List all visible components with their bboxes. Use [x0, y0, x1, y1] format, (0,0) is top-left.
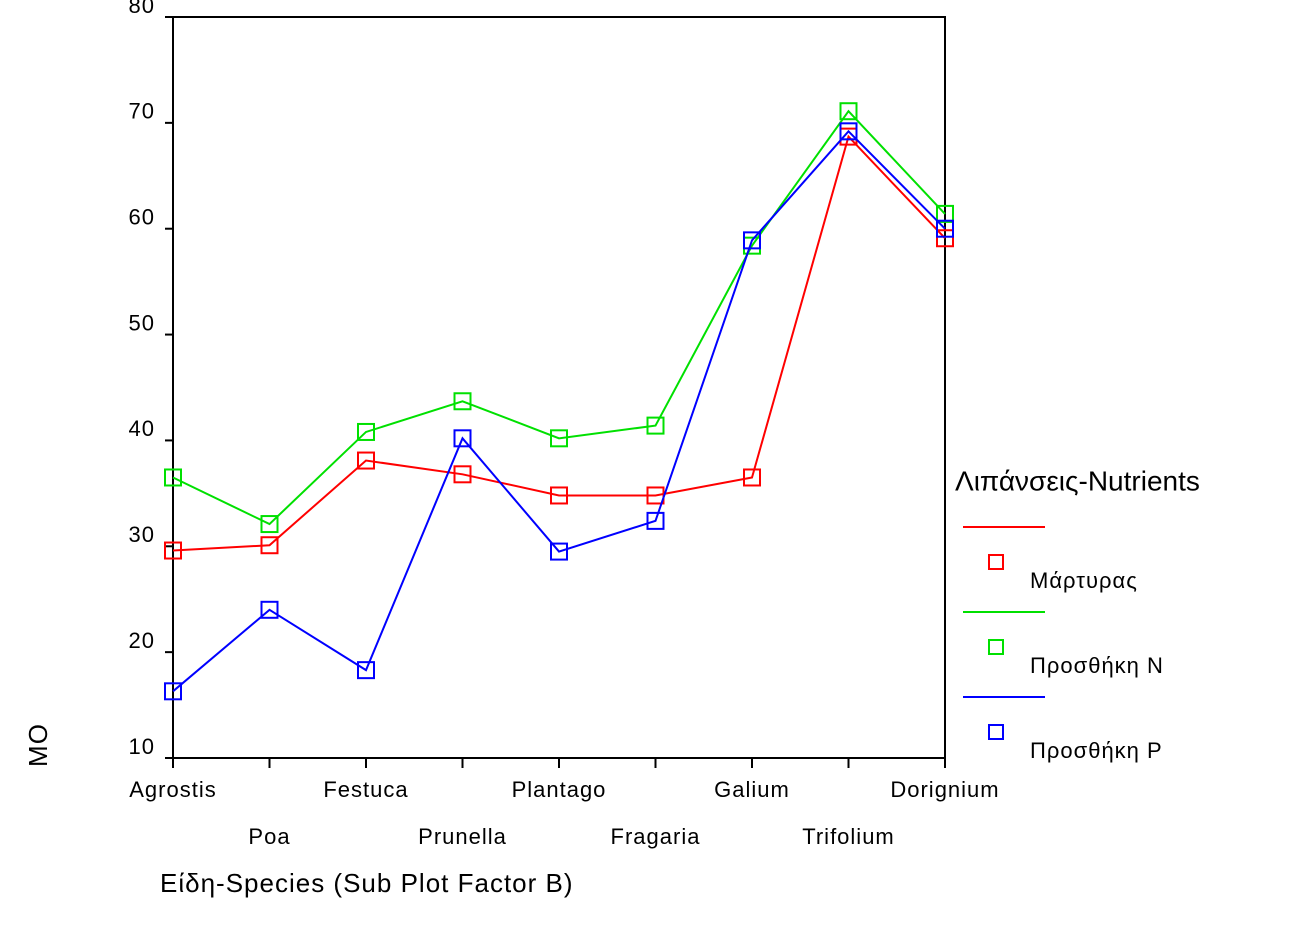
point-marker — [357, 451, 375, 470]
x-tick-label: Galium — [714, 777, 790, 802]
point-marker — [550, 542, 568, 561]
point-marker — [357, 422, 375, 441]
point-marker — [743, 468, 761, 487]
plot-frame — [172, 16, 946, 759]
point-marker — [260, 536, 279, 555]
y-tick-label: 50 — [129, 310, 155, 335]
point-marker — [550, 429, 568, 448]
series-line — [172, 109, 946, 526]
point-marker — [936, 229, 954, 248]
y-tick-label: 40 — [129, 416, 155, 441]
legend-marker — [988, 724, 1004, 740]
x-tick-label: Fragaria — [611, 824, 701, 849]
x-tick-label: Agrostis — [129, 777, 216, 802]
point-marker — [646, 511, 665, 530]
y-axis-label: MO — [23, 723, 53, 767]
x-tick-label: Plantago — [512, 777, 607, 802]
point-marker — [164, 541, 182, 560]
point-marker — [164, 682, 182, 701]
legend-marker — [988, 554, 1004, 570]
point-marker — [743, 231, 761, 250]
legend-label: Προσθήκη N — [1030, 653, 1164, 678]
y-tick-label: 60 — [129, 205, 155, 230]
x-axis-label: Είδη-Species (Sub Plot Factor B) — [160, 868, 574, 898]
x-tick-label: Trifolium — [802, 824, 895, 849]
legend-label: Προσθήκη P — [1030, 738, 1163, 763]
point-marker — [646, 416, 665, 435]
legend-label: Μάρτυρας — [1030, 568, 1138, 593]
point-marker — [260, 600, 279, 619]
point-marker — [839, 122, 858, 141]
point-marker — [453, 429, 472, 448]
point-marker — [550, 486, 568, 505]
series-line — [172, 134, 946, 552]
x-tick-label: Poa — [248, 824, 290, 849]
y-tick-label: 20 — [129, 628, 155, 653]
legend-title: Λιπάνσεις-Nutrients — [955, 465, 1200, 496]
x-tick-label: Festuca — [323, 777, 408, 802]
point-marker — [936, 219, 954, 238]
y-tick-label: 10 — [129, 734, 155, 759]
point-marker — [936, 204, 954, 223]
point-marker — [839, 102, 858, 121]
point-marker — [260, 515, 279, 534]
legend-marker — [988, 639, 1004, 655]
y-tick-label: 30 — [129, 522, 155, 547]
x-tick-label: Dorignium — [890, 777, 999, 802]
point-marker — [164, 468, 182, 487]
point-marker — [453, 465, 472, 484]
y-tick-label: 70 — [129, 99, 155, 124]
series-line — [172, 129, 946, 693]
y-tick-label: 80 — [129, 0, 155, 18]
point-marker — [453, 392, 472, 411]
x-tick-label: Prunella — [418, 824, 507, 849]
point-marker — [357, 661, 375, 680]
